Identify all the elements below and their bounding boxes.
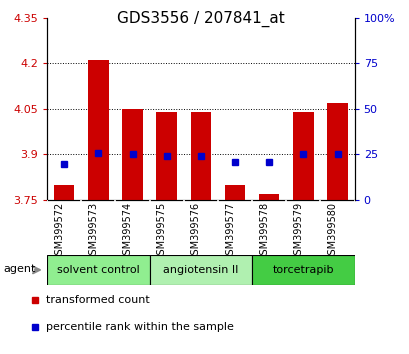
Bar bbox=[47, 255, 149, 285]
Bar bbox=[252, 255, 354, 285]
Text: GSM399580: GSM399580 bbox=[327, 202, 337, 261]
Bar bbox=[292, 112, 313, 200]
Text: GDS3556 / 207841_at: GDS3556 / 207841_at bbox=[117, 11, 284, 27]
Bar bbox=[149, 255, 252, 285]
Text: GSM399579: GSM399579 bbox=[293, 202, 303, 261]
Text: GSM399575: GSM399575 bbox=[156, 202, 166, 262]
Text: agent: agent bbox=[4, 264, 36, 274]
Text: percentile rank within the sample: percentile rank within the sample bbox=[46, 322, 234, 332]
Bar bbox=[54, 185, 74, 200]
Bar bbox=[156, 112, 177, 200]
Bar bbox=[88, 60, 108, 200]
Text: GSM399577: GSM399577 bbox=[225, 202, 234, 262]
Bar bbox=[122, 109, 142, 200]
Text: GSM399578: GSM399578 bbox=[258, 202, 269, 261]
Text: GSM399574: GSM399574 bbox=[122, 202, 132, 261]
Bar bbox=[326, 103, 347, 200]
Bar bbox=[190, 112, 211, 200]
FancyArrowPatch shape bbox=[33, 267, 40, 273]
Bar bbox=[258, 194, 279, 200]
Text: solvent control: solvent control bbox=[57, 265, 139, 275]
Bar bbox=[224, 185, 245, 200]
Text: torcetrapib: torcetrapib bbox=[272, 265, 333, 275]
Text: angiotensin II: angiotensin II bbox=[163, 265, 238, 275]
Text: GSM399572: GSM399572 bbox=[54, 202, 64, 262]
Text: GSM399576: GSM399576 bbox=[191, 202, 200, 261]
Text: GSM399573: GSM399573 bbox=[88, 202, 98, 261]
Text: transformed count: transformed count bbox=[46, 295, 150, 305]
